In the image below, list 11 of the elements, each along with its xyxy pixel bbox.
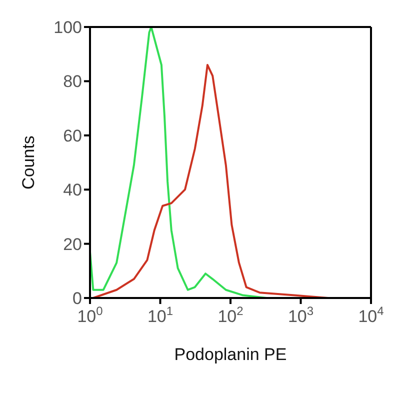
x-axis-title: Podoplanin PE	[174, 345, 287, 364]
x-tick-label: 10$^{3}$	[288, 304, 314, 326]
x-tick-label: 10$^{4}$	[358, 304, 384, 326]
y-tick-label: 80	[63, 72, 82, 92]
y-tick-label: 20	[63, 234, 82, 254]
y-tick-label: 100	[54, 18, 82, 38]
y-axis-title: Counts	[19, 136, 38, 190]
y-tick-label: 40	[63, 180, 82, 200]
x-tick-label: 10$^{1}$	[147, 304, 174, 326]
x-tick-label: 10$^{2}$	[218, 304, 244, 326]
y-tick-label: 60	[63, 126, 82, 146]
